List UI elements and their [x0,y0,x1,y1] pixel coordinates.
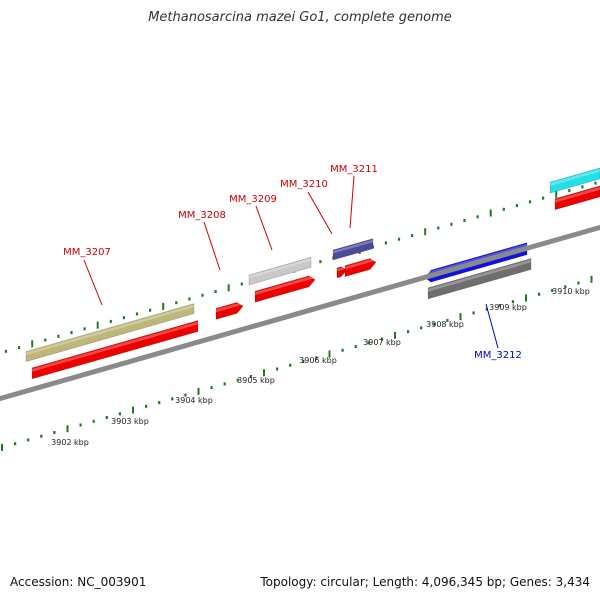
mm-3207-gene-block-highlight [26,304,194,356]
mm-3209-cds-block [254,275,316,303]
axis-tick-label: 3902 kbp [51,438,89,447]
mm-3212-gene-block [427,258,532,300]
mm-3213-gene-block [549,167,600,194]
axis-tick-label: 3908 kbp [426,320,464,329]
mm-3209-label: MM_3209 [229,194,277,205]
mm-3212-label: MM_3212 [474,350,522,361]
map-title: Methanosarcina mazei Go1, complete genom… [148,10,452,25]
mm-3212-leader-line [485,303,499,349]
axis-tick-label: 3907 kbp [363,338,401,347]
feature-track [25,167,600,380]
axis-tick-label: 3909 kbp [489,303,527,312]
mm-3209-gene-block [248,256,312,286]
mm-3213-cds-block [554,185,600,211]
mm-3210-leader-line [307,191,333,235]
mm-3210-label: MM_3210 [280,179,328,190]
lower-tick-track [1,275,593,451]
mm-3211-cds-block [344,258,377,278]
mm-3213-cds-block-highlight [555,186,600,203]
axis-tick-label: 3910 kbp [552,287,590,296]
axis-tick-label: 3903 kbp [111,417,149,426]
mm-3209-cds-block-highlight [255,275,315,296]
axis-tick-label: 3905 kbp [237,376,275,385]
mm-3207-cds-block [31,320,199,380]
mm-3211-cds-block-highlight [345,257,376,270]
mm-3210-cds-block [336,266,348,279]
genome-summary-text: Topology: circular; Length: 4,096,345 bp… [260,575,590,589]
axis-tick-labels: 3902 kbp 3903 kbp 3904 kbp 3905 kbp 3906 kbp… [51,287,590,447]
mm-3207-gene-block [25,303,195,362]
mm-3209-gene-block-highlight [249,258,311,279]
mm-3211-gene-block-highlight [333,239,373,254]
axis-tick-label: 3904 kbp [175,396,213,405]
mm-3208-leader-line [203,221,221,271]
axis-tick-label: 3906 kbp [299,356,337,365]
mm-3207-leader-line [83,259,103,306]
mm-3211-leader-line [349,175,355,229]
mm-3208-cds-block-highlight [216,301,243,313]
mm-3207-cds-block-highlight [32,321,198,372]
mm-3212-gene-block-highlight [428,259,531,292]
genome-backbone [0,224,600,402]
mm-3210-cds-block-highlight [337,266,347,272]
mm-3208-label: MM_3208 [178,210,226,221]
mm-3211-label: MM_3211 [330,164,378,175]
accession-text: Accession: NC_003901 [10,575,147,589]
mm-3213-gene-block-highlight [550,168,600,186]
mm-3207-label: MM_3207 [63,247,111,258]
mm-3211-gene-block [332,238,374,261]
mm-3209-leader-line [255,205,273,251]
mm-3208-cds-block [215,302,244,320]
